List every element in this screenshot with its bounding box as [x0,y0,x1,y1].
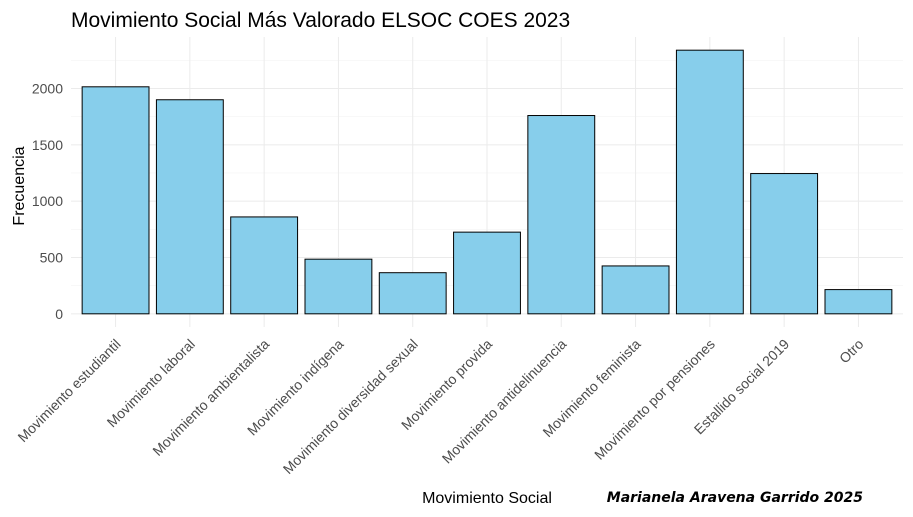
y-axis-tick-labels: 0 500 1000 1500 2000 [32,80,63,321]
x-tick-label: Movimiento estudiantil [14,336,123,445]
bars [81,49,893,315]
chart-title: Movimiento Social Más Valorado ELSOC COE… [71,9,570,32]
bar [675,49,744,315]
bar [155,99,224,315]
x-tick-label: Movimiento por pensiones [591,336,718,463]
y-tick-label: 1000 [32,193,63,209]
bar [230,216,299,315]
bar [824,289,893,315]
bar [527,115,596,315]
bar [81,86,150,315]
x-tick-label: Otro [836,336,867,367]
chart-caption: Marianela Aravena Garrido 2025 [607,490,863,506]
bar [750,173,819,315]
y-tick-label: 0 [55,306,63,322]
x-tick-label: Movimiento diversidad sexual [280,336,421,477]
y-tick-label: 500 [40,249,64,265]
bar [601,265,670,315]
y-axis-title: Frecuencia [11,146,28,225]
bar [304,258,373,315]
y-tick-label: 2000 [32,80,63,96]
bar [378,272,447,315]
x-tick-label: Movimiento antidelinuencia [439,336,570,467]
x-axis-title: Movimiento Social [422,490,552,507]
y-tick-label: 1500 [32,137,63,153]
bar [453,231,521,315]
